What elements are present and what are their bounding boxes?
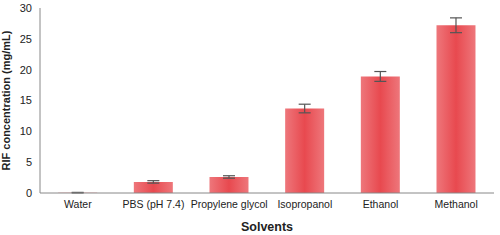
svg-text:25: 25 [20,33,32,45]
svg-text:Isopropanol: Isopropanol [277,198,332,210]
svg-text:30: 30 [20,2,32,14]
svg-text:Methanol: Methanol [435,198,478,210]
svg-text:20: 20 [20,64,32,76]
svg-text:PBS (pH 7.4): PBS (pH 7.4) [123,198,185,210]
svg-text:Water: Water [64,198,92,210]
svg-text:10: 10 [20,125,32,137]
svg-text:Propylene glycol: Propylene glycol [191,198,268,210]
svg-text:5: 5 [26,156,32,168]
svg-text:RIF concentration (mg/mL): RIF concentration (mg/mL) [0,30,12,170]
svg-text:Solvents: Solvents [241,220,293,234]
svg-text:0: 0 [26,187,32,199]
svg-text:15: 15 [20,94,32,106]
svg-text:Ethanol: Ethanol [363,198,399,210]
